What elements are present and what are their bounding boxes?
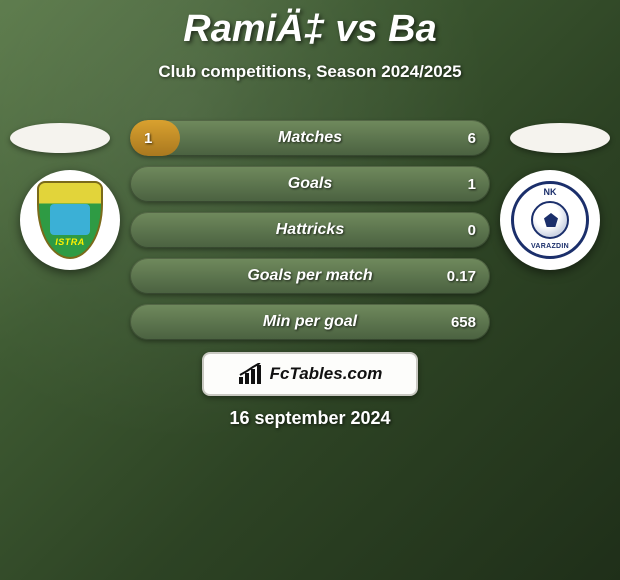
stat-right: 6 — [468, 130, 476, 147]
stat-right: 0 — [468, 222, 476, 239]
flag-right — [510, 123, 610, 153]
club-badge-right: NK VARAZDIN — [500, 170, 600, 270]
ball-icon — [531, 201, 569, 239]
stat-label: Goals per match — [130, 267, 490, 285]
subtitle: Club competitions, Season 2024/2025 — [0, 62, 620, 82]
stat-row: Hattricks 0 — [130, 212, 490, 248]
stat-label: Goals — [130, 175, 490, 193]
stat-right: 658 — [451, 314, 476, 331]
stat-row: Min per goal 658 — [130, 304, 490, 340]
crest-top-text: NK — [514, 187, 586, 197]
date-text: 16 september 2024 — [0, 408, 620, 429]
stat-row: Goals per match 0.17 — [130, 258, 490, 294]
varteks-crest: NK VARAZDIN — [511, 181, 589, 259]
stat-label: Hattricks — [130, 221, 490, 239]
istra-crest — [37, 181, 103, 259]
stat-row: 1 Matches 6 — [130, 120, 490, 156]
stat-rows: 1 Matches 6 Goals 1 Hattricks 0 Goals pe… — [130, 120, 490, 340]
brand-text: FcTables.com — [270, 364, 383, 384]
club-badge-left — [20, 170, 120, 270]
fill-left — [130, 120, 180, 156]
flag-left — [10, 123, 110, 153]
page-title: RamiÄ‡ vs Ba — [0, 8, 620, 51]
crest-bottom-text: VARAZDIN — [514, 243, 586, 250]
stat-label: Matches — [130, 129, 490, 147]
stat-right: 0.17 — [447, 268, 476, 285]
stat-label: Min per goal — [130, 313, 490, 331]
brand-badge: FcTables.com — [202, 352, 418, 396]
stat-row: Goals 1 — [130, 166, 490, 202]
stat-right: 1 — [468, 176, 476, 193]
comparison-card: RamiÄ‡ vs Ba Club competitions, Season 2… — [0, 0, 620, 580]
chart-icon — [238, 363, 264, 385]
